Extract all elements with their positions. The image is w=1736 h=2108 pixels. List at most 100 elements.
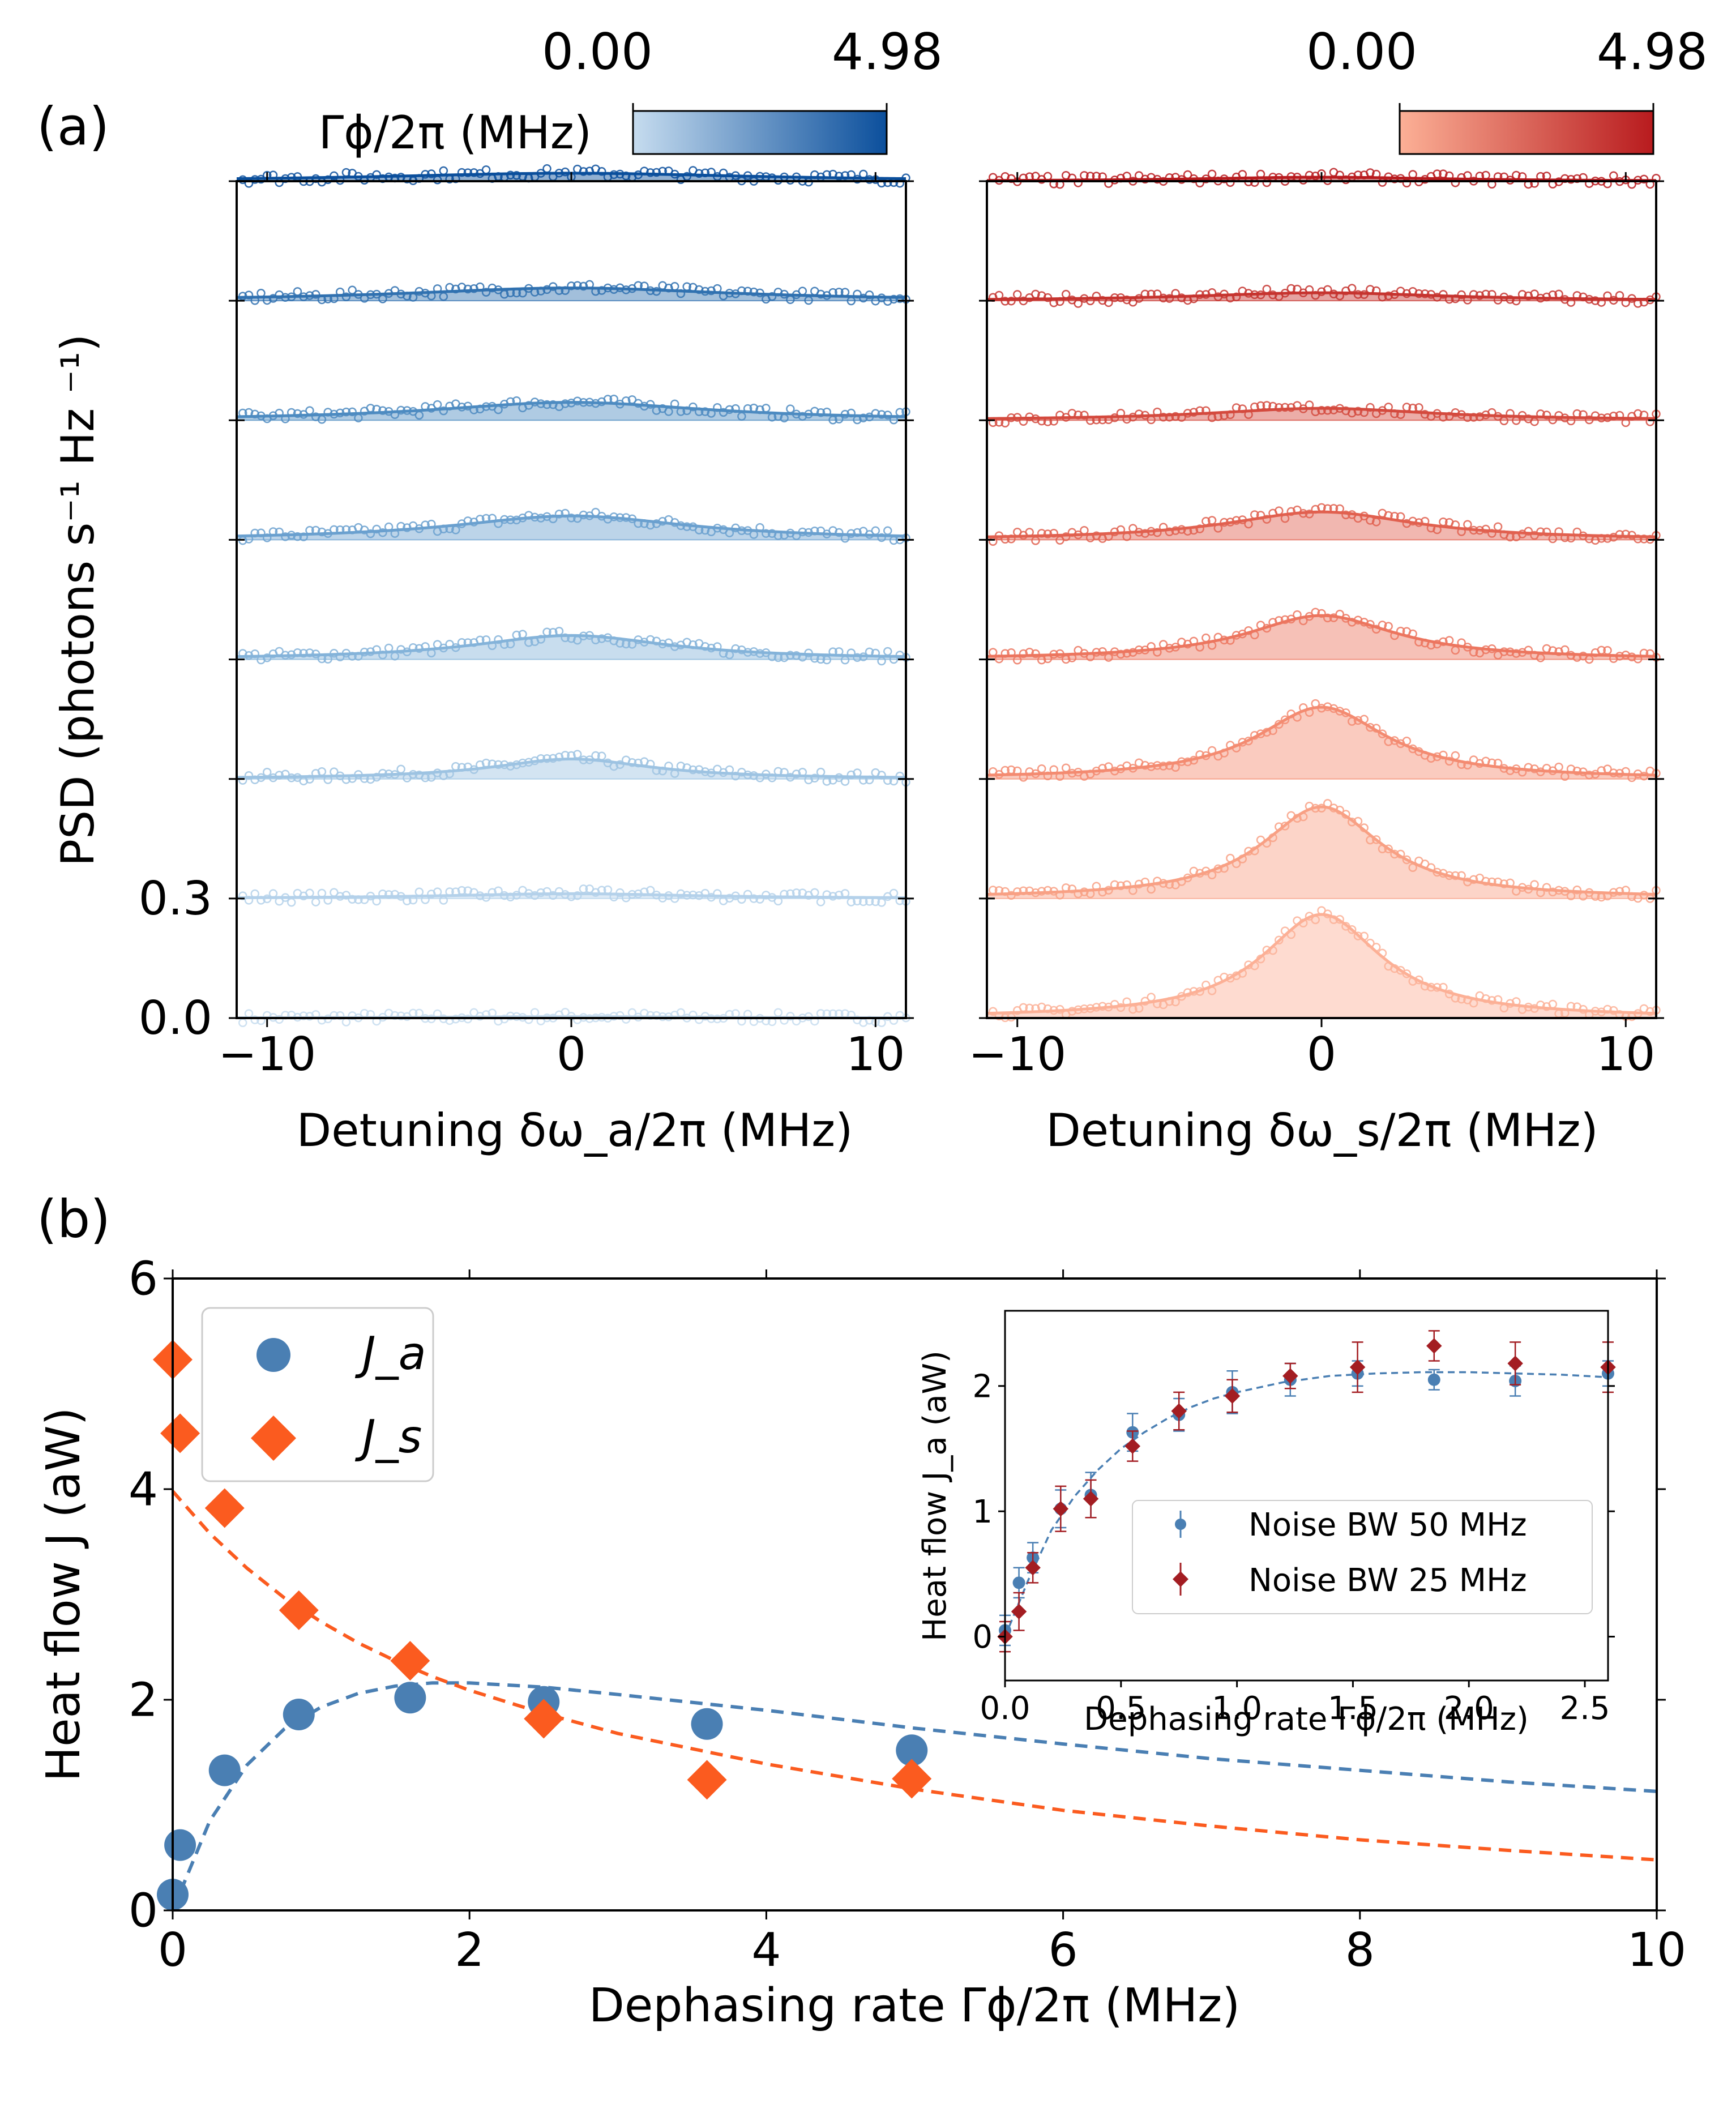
- psd-data-point: [1609, 171, 1618, 181]
- psd-data-point: [767, 413, 777, 422]
- psd-data-point: [1585, 534, 1594, 544]
- psd-data-point: [1329, 915, 1339, 925]
- psd-data-point: [1299, 404, 1308, 413]
- psd-data-point: [846, 408, 856, 418]
- psd-data-point: [1043, 293, 1053, 302]
- psd-data-point: [1469, 998, 1478, 1008]
- psd-data-point: [1378, 292, 1387, 302]
- psd-data-point: [244, 896, 254, 905]
- psd-data-point: [1621, 418, 1631, 427]
- psd-data-point: [1366, 835, 1375, 845]
- psd-data-point: [700, 642, 710, 651]
- psd-data-point: [1323, 799, 1332, 808]
- psd-data-point: [1469, 648, 1478, 657]
- psd-data-point: [1153, 999, 1162, 1008]
- psd-data-point: [360, 774, 369, 783]
- psd-data-point: [1408, 629, 1417, 639]
- psd-data-point: [1049, 528, 1058, 538]
- psd-data-point: [737, 526, 746, 535]
- psd-data-point: [1183, 296, 1192, 305]
- psd-data-point: [1220, 411, 1229, 420]
- psd-data-point: [1512, 649, 1521, 658]
- psd-fit-line-6: [236, 287, 907, 299]
- psd-data-point: [1061, 883, 1071, 892]
- psd-data-point: [1085, 296, 1095, 306]
- psd-data-point: [1275, 403, 1284, 412]
- psd-data-point: [250, 296, 259, 305]
- legend-label-js: J_s: [354, 1410, 422, 1463]
- psd-data-point: [1074, 299, 1083, 308]
- psd-data-point: [1597, 892, 1606, 902]
- psd-data-point: [262, 533, 272, 542]
- psd-data-point: [1512, 997, 1521, 1006]
- psd-data-point: [1043, 654, 1053, 664]
- psd-data-point: [1061, 413, 1071, 422]
- psd-data-point: [390, 410, 400, 419]
- psd-data-point: [439, 524, 448, 533]
- psd-data-point: [1414, 403, 1423, 412]
- psd-data-point: [719, 168, 728, 178]
- psd-data-point: [1244, 736, 1253, 746]
- psd-data-point: [994, 886, 1004, 895]
- xtick-label-3: 6: [1049, 1923, 1078, 1977]
- psd-data-point: [1554, 289, 1563, 299]
- psd-data-point: [1323, 406, 1332, 415]
- psd-data-point: [463, 168, 473, 177]
- psd-data-point: [725, 288, 734, 298]
- psd-data-point: [676, 289, 686, 298]
- psd-data-point: [1067, 884, 1077, 893]
- psd-data-point: [1506, 409, 1515, 418]
- psd-data-point: [737, 286, 746, 296]
- psd-data-point: [330, 888, 339, 897]
- psd-data-point: [883, 647, 892, 656]
- psd-data-point: [828, 288, 837, 297]
- psd-data-point: [372, 170, 381, 179]
- psd-data-point: [1548, 999, 1558, 1009]
- psd-area-0: [987, 914, 1656, 1018]
- psd-data-point: [846, 296, 856, 306]
- psd-data-point: [634, 281, 643, 290]
- psd-data-point: [494, 886, 503, 896]
- psd-data-point: [1329, 405, 1339, 414]
- psd-data-point: [250, 409, 259, 419]
- psd-data-point: [1220, 749, 1229, 758]
- psd-data-point: [1189, 408, 1199, 417]
- psd-data-point: [1517, 290, 1527, 299]
- psd-data-point: [512, 170, 521, 180]
- psd-data-point: [591, 507, 600, 517]
- psd-data-point: [877, 410, 886, 419]
- psd-data-point: [743, 526, 752, 535]
- psd-data-point: [1378, 621, 1387, 630]
- psd-data-point: [1371, 835, 1381, 844]
- psd-data-point: [488, 888, 497, 897]
- psd-data-point: [780, 890, 789, 899]
- psd-data-point: [287, 292, 296, 302]
- psd-data-point: [1147, 884, 1156, 894]
- psd-data-point: [1007, 648, 1016, 657]
- ytick-label-2: 2: [972, 1368, 993, 1405]
- psd-data-point: [293, 648, 302, 657]
- psd-data-point: [1165, 294, 1174, 303]
- psd-data-point: [1597, 645, 1606, 655]
- psd-data-point: [341, 168, 351, 177]
- psd-data-point: [664, 638, 673, 648]
- psd-data-point: [1189, 294, 1199, 303]
- psd-data-point: [1311, 290, 1320, 300]
- psd-data-point: [700, 888, 710, 898]
- psd-data-point: [640, 281, 649, 290]
- psd-data-point: [317, 767, 327, 776]
- data-point-noise-bw-25-mhz: [1124, 1438, 1141, 1454]
- psd-data-point: [1414, 975, 1423, 985]
- psd-data-point: [1158, 762, 1168, 771]
- psd-data-point: [1378, 844, 1387, 854]
- psd-data-point: [1244, 846, 1253, 856]
- panel-a-left: −10 0 10 0.0 0.3 Detuning δω_a/2π (MHz) PSD …: [52, 164, 914, 1157]
- psd-data-point: [1402, 178, 1412, 188]
- psd-data-point: [816, 767, 826, 777]
- psd-data-point: [767, 292, 777, 301]
- psd-data-point: [1566, 533, 1576, 543]
- psd-data-point: [348, 774, 357, 783]
- psd-data-point: [1512, 887, 1521, 896]
- psd-data-point: [305, 291, 314, 300]
- psd-data-point: [1499, 879, 1509, 888]
